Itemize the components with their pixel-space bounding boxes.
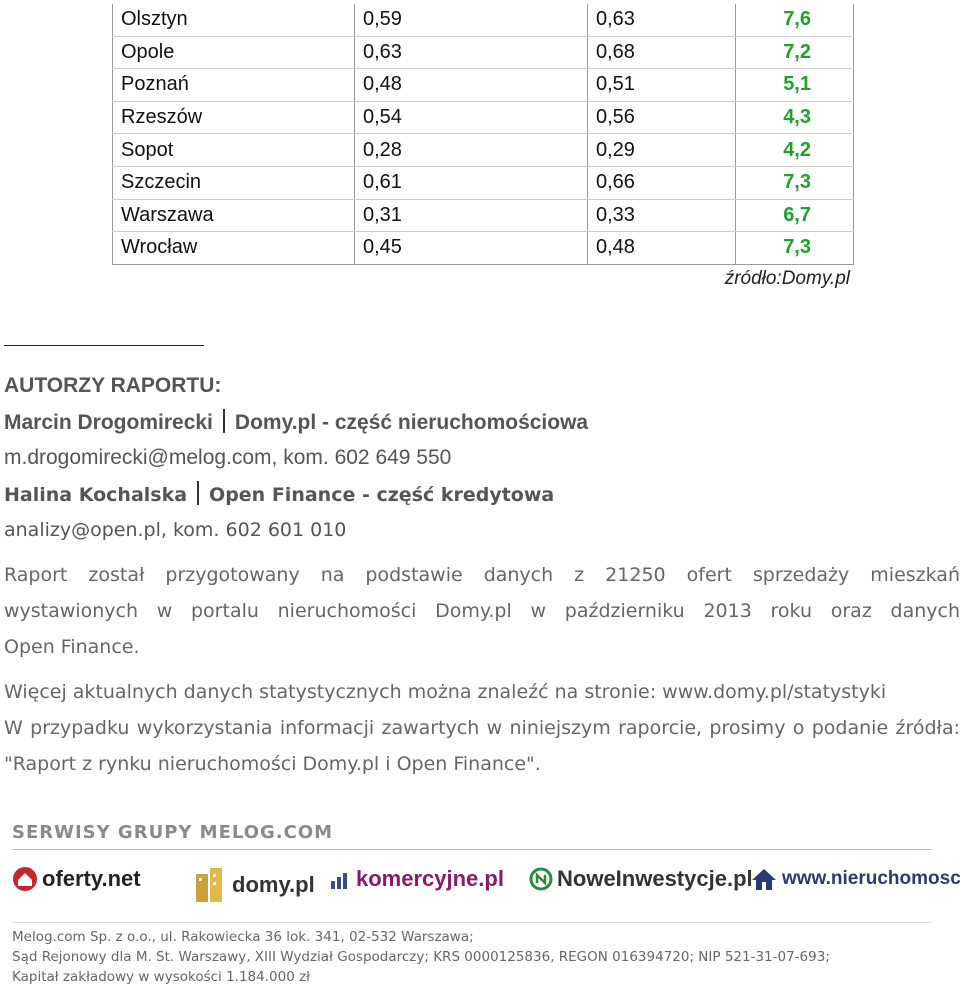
- table-row: Opole 0,63 0,68 7,2: [112, 36, 854, 70]
- value-cell: 0,68: [587, 36, 736, 70]
- author-1-name: Marcin Drogomirecki: [4, 411, 213, 434]
- separator: [222, 409, 225, 433]
- description-line: Open Finance.: [4, 636, 140, 658]
- legal-line: Melog.com Sp. z o.o., ul. Rakowiecka 36 …: [12, 929, 474, 945]
- city-cell: Rzeszów: [112, 101, 355, 135]
- legal-info: Melog.com Sp. z o.o., ul. Rakowiecka 36 …: [12, 927, 942, 987]
- value-cell: 0,61: [354, 166, 588, 200]
- author-2-contact[interactable]: analizy@open.pl, kom. 602 601 010: [4, 519, 347, 541]
- change-cell: 4,3: [735, 101, 854, 135]
- value-cell: 0,59: [354, 4, 588, 37]
- authors-block: AUTORZY RAPORTU: Marcin Drogomirecki Domy…: [4, 373, 588, 553]
- city-cell: Poznań: [112, 68, 355, 102]
- value-cell: 0,51: [587, 68, 736, 102]
- footer: SERWISY GRUPY MELOG.COM oferty.net domy.…: [12, 822, 960, 987]
- footer-divider: [12, 849, 932, 850]
- city-cell: Olsztyn: [112, 4, 355, 37]
- table-row: Szczecin 0,61 0,66 7,3: [112, 166, 854, 200]
- author-2-line: Halina Kochalska Open Finance - część kre…: [4, 481, 588, 517]
- table-row: Warszawa 0,31 0,33 6,7: [112, 199, 854, 233]
- author-1-contact[interactable]: m.drogomirecki@melog.com, kom. 602 649 5…: [4, 446, 452, 469]
- author-2-name: Halina Kochalska: [4, 484, 188, 506]
- table-row: Sopot 0,28 0,29 4,2: [112, 133, 854, 167]
- citation-request: W przypadku wykorzystania informacji zaw…: [4, 717, 960, 775]
- statistics-link-text[interactable]: Więcej aktualnych danych statystycznych …: [4, 681, 887, 703]
- value-cell: 0,29: [587, 133, 736, 167]
- domy-building-icon: [196, 868, 222, 902]
- value-cell: 0,56: [587, 101, 736, 135]
- value-cell: 0,33: [587, 199, 736, 233]
- oferty-house-icon: [13, 867, 37, 891]
- table-row: Wrocław 0,45 0,48 7,3: [112, 231, 854, 265]
- city-cell: Opole: [112, 36, 355, 70]
- table-row: Rzeszów 0,54 0,56 4,3: [112, 101, 854, 135]
- city-cell: Sopot: [112, 133, 355, 167]
- divider-line: [4, 345, 204, 346]
- city-cell: Warszawa: [112, 199, 355, 233]
- change-cell: 7,2: [735, 36, 854, 70]
- noweinwestycje-logo[interactable]: NoweInwestycje.pl: [529, 866, 753, 892]
- logo-row: oferty.net domy.pl komercyjne.pl NoweInw…: [12, 856, 960, 916]
- footer-divider: [12, 922, 932, 923]
- author-2-org: Open Finance - część kredytowa: [209, 484, 555, 506]
- description-line: Raport został przygotowany na podstawie …: [4, 564, 960, 586]
- value-cell: 0,63: [587, 4, 736, 37]
- price-table: Olsztyn 0,59 0,63 7,6 Opole 0,63 0,68 7,2 Poznań…: [112, 4, 854, 265]
- change-cell: 7,6: [735, 4, 854, 37]
- city-cell: Wrocław: [112, 231, 355, 265]
- value-cell: 0,54: [354, 101, 588, 135]
- legal-line: Sąd Rejonowy dla M. St. Warszawy, XIII W…: [12, 949, 830, 965]
- nieruchomosci-house-icon: [752, 869, 776, 890]
- value-cell: 0,31: [354, 199, 588, 233]
- oferty-logo[interactable]: oferty.net: [12, 866, 141, 892]
- nieruchomosci-logo[interactable]: www.nieruchomosci.pl: [750, 866, 960, 892]
- domy-logo[interactable]: domy.pl: [194, 866, 315, 904]
- komercyjne-logo[interactable]: komercyjne.pl: [330, 866, 504, 892]
- city-cell: Szczecin: [112, 166, 355, 200]
- description-line: wystawionych w portalu nieruchomości Dom…: [4, 600, 960, 622]
- separator: [197, 481, 200, 505]
- legal-line: Kapitał zakładowy w wysokości 1.184.000 …: [12, 969, 311, 985]
- change-cell: 7,3: [735, 166, 854, 200]
- value-cell: 0,45: [354, 231, 588, 265]
- value-cell: 0,63: [354, 36, 588, 70]
- value-cell: 0,28: [354, 133, 588, 167]
- value-cell: 0,66: [587, 166, 736, 200]
- komercyjne-bars-icon: [331, 873, 347, 889]
- table-row: Olsztyn 0,59 0,63 7,6: [112, 4, 854, 37]
- report-description: Raport został przygotowany na podstawie …: [4, 557, 960, 665]
- source-note: źródło:Domy.pl: [724, 268, 850, 289]
- change-cell: 7,3: [735, 231, 854, 265]
- change-cell: 5,1: [735, 68, 854, 102]
- footer-title: SERWISY GRUPY MELOG.COM: [12, 822, 334, 843]
- table-row: Poznań 0,48 0,51 5,1: [112, 68, 854, 102]
- change-cell: 4,2: [735, 133, 854, 167]
- authors-heading: AUTORZY RAPORTU:: [4, 374, 222, 397]
- noweinwestycje-icon: [529, 867, 553, 891]
- value-cell: 0,48: [354, 68, 588, 102]
- author-1-org: Domy.pl - część nieruchomościowa: [234, 411, 589, 434]
- value-cell: 0,48: [587, 231, 736, 265]
- change-cell: 6,7: [735, 199, 854, 233]
- author-1-line: Marcin Drogomirecki Domy.pl - część nieru…: [4, 409, 588, 445]
